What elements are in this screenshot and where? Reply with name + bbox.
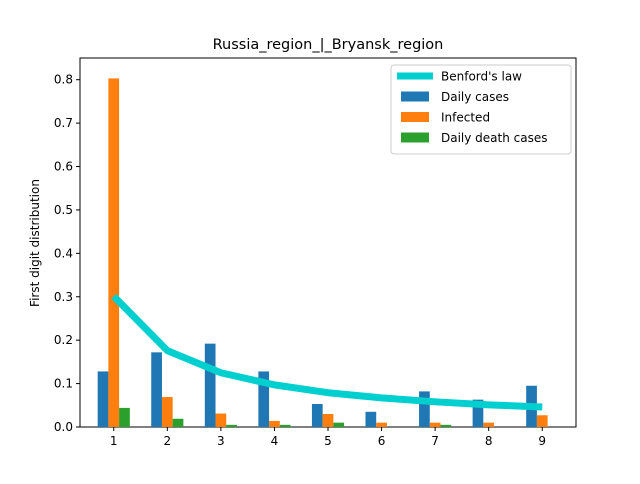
bar-daily-cases bbox=[204, 343, 216, 427]
legend-label: Daily cases bbox=[441, 90, 509, 104]
y-tick-label: 0.2 bbox=[54, 333, 73, 347]
y-tick-label: 0.5 bbox=[54, 203, 73, 217]
bar-infected bbox=[161, 397, 173, 427]
x-tick-label: 6 bbox=[378, 434, 386, 448]
legend-swatch bbox=[401, 91, 429, 102]
legend-frame bbox=[390, 64, 572, 155]
legend-swatch bbox=[401, 112, 429, 122]
bar-daily-cases bbox=[472, 399, 484, 427]
bar-daily-death-cases bbox=[226, 424, 237, 427]
bar-daily-death-cases bbox=[279, 424, 291, 427]
x-tick-label: 9 bbox=[538, 434, 546, 448]
x-tick-label: 1 bbox=[110, 434, 118, 448]
legend-label: Daily death cases bbox=[441, 131, 548, 145]
x-tick-label: 4 bbox=[271, 434, 279, 448]
x-tick-label: 8 bbox=[485, 434, 493, 448]
legend-label: Benford's law bbox=[441, 70, 522, 84]
bar-daily-death-cases bbox=[440, 424, 452, 427]
bar-daily-cases bbox=[419, 391, 430, 427]
bar-infected bbox=[429, 422, 441, 427]
bar-infected bbox=[215, 413, 227, 427]
bar-daily-death-cases bbox=[333, 422, 345, 427]
bar-daily-cases bbox=[311, 403, 323, 427]
bar-infected bbox=[536, 415, 548, 427]
bar-daily-cases bbox=[151, 352, 162, 427]
bar-daily-cases bbox=[97, 371, 109, 427]
y-tick-label: 0.3 bbox=[54, 290, 73, 304]
x-tick-label: 7 bbox=[431, 434, 439, 448]
bar-daily-cases bbox=[365, 411, 377, 427]
y-tick-label: 0.8 bbox=[54, 73, 73, 87]
y-tick-label: 0.7 bbox=[54, 116, 73, 130]
y-axis-label: First digit distribution bbox=[28, 179, 42, 307]
bar-infected bbox=[376, 422, 387, 427]
legend-swatch bbox=[401, 132, 429, 143]
bar-infected bbox=[322, 413, 334, 427]
y-tick-label: 0.0 bbox=[54, 420, 73, 434]
bar-daily-death-cases bbox=[172, 418, 184, 427]
bar-infected bbox=[269, 420, 280, 427]
x-tick-label: 3 bbox=[217, 434, 225, 448]
bar-infected bbox=[483, 422, 495, 427]
y-tick-label: 0.6 bbox=[54, 160, 73, 174]
bar-infected bbox=[108, 78, 120, 427]
bar-daily-death-cases bbox=[119, 407, 130, 427]
chart-title: Russia_region_|_Bryansk_region bbox=[213, 37, 444, 53]
legend: Benford's law Daily cases Infected Daily de… bbox=[390, 64, 572, 155]
x-tick-label: 5 bbox=[324, 434, 332, 448]
y-tick-label: 0.1 bbox=[54, 377, 73, 391]
x-tick-label: 2 bbox=[163, 434, 171, 448]
legend-label: Infected bbox=[441, 111, 490, 125]
benfords-law-line bbox=[111, 293, 543, 411]
bar-daily-cases bbox=[258, 371, 270, 427]
plot-area: 0.0 0.1 0.2 0.3 0.4 0.5 0.6 0.7 0.8 1 2 3 4 5 6 7 8 9 bbox=[54, 57, 577, 448]
y-tick-label: 0.4 bbox=[54, 246, 73, 260]
